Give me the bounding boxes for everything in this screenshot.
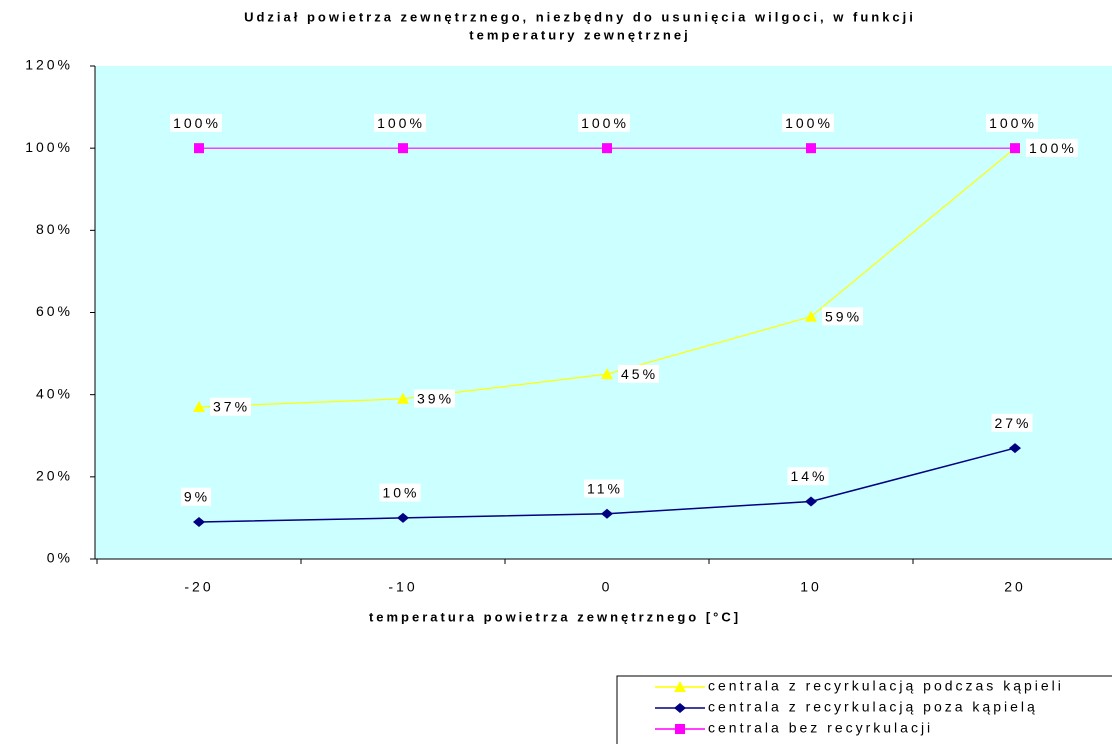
data-point	[601, 368, 613, 380]
data-label: 9%	[184, 489, 210, 505]
legend-marker	[675, 724, 685, 734]
x-tick-label: -20	[184, 579, 213, 595]
data-point	[601, 508, 613, 519]
legend-label: centrala bez recyrkulacji	[708, 720, 933, 736]
data-point	[805, 496, 817, 507]
data-label-bg	[374, 113, 426, 132]
data-point	[805, 310, 817, 322]
data-label-bg	[210, 397, 252, 416]
legend-marker	[674, 681, 686, 692]
y-tick-label: 80%	[36, 221, 73, 237]
x-axis-label: temperatura powietrza zewnętrznego [°C]	[369, 609, 741, 624]
data-label: 100%	[377, 115, 425, 131]
data-label: 11%	[587, 481, 623, 497]
data-label-bg	[414, 389, 456, 408]
legend-label: centrala z recyrkulacją podczas kąpieli	[708, 678, 1064, 694]
x-tick-label: 20	[1004, 579, 1026, 595]
x-tick-label: 0	[602, 579, 613, 595]
data-label: 100%	[1029, 140, 1077, 156]
data-label-bg	[1026, 138, 1078, 157]
data-label-bg	[618, 364, 660, 383]
data-label-bg	[991, 413, 1033, 432]
data-label-bg	[822, 307, 864, 326]
chart-title: Udział powietrza zewnętrznego, niezbędny…	[244, 9, 916, 24]
data-point	[194, 143, 204, 154]
data-point	[806, 143, 816, 154]
data-label-bg	[584, 479, 624, 498]
data-label: 39%	[417, 390, 454, 406]
x-tick-label: -10	[388, 579, 417, 595]
y-tick-label: 100%	[25, 139, 73, 155]
data-point	[1010, 143, 1020, 154]
data-point	[1009, 443, 1021, 454]
data-label-bg	[578, 113, 630, 132]
x-tick-label: 10	[800, 579, 822, 595]
legend-label: centrala z recyrkulacją poza kąpielą	[708, 699, 1038, 715]
data-label-bg	[787, 467, 829, 486]
data-label: 100%	[989, 115, 1037, 131]
y-tick-label: 120%	[25, 57, 73, 73]
data-label-bg	[986, 113, 1038, 132]
data-point	[397, 512, 409, 523]
data-label: 27%	[994, 415, 1031, 431]
data-label: 45%	[621, 366, 658, 382]
y-tick-label: 40%	[36, 385, 73, 401]
data-label: 37%	[213, 399, 250, 415]
data-label-bg	[170, 113, 222, 132]
data-point	[193, 400, 205, 412]
data-label: 100%	[785, 115, 833, 131]
data-point	[193, 517, 205, 528]
data-label-bg	[180, 487, 212, 506]
data-label: 100%	[173, 115, 221, 131]
data-label-bg	[379, 483, 421, 502]
data-label-bg	[782, 113, 834, 132]
data-point	[602, 143, 612, 154]
data-label: 10%	[382, 485, 419, 501]
legend-marker	[674, 703, 686, 713]
y-tick-label: 60%	[36, 303, 73, 319]
data-point	[397, 392, 409, 404]
chart-title: temperatury zewnętrznej	[469, 27, 690, 42]
y-tick-label: 0%	[47, 550, 73, 566]
data-label: 100%	[581, 115, 629, 131]
data-label: 14%	[790, 468, 827, 484]
y-tick-label: 20%	[36, 468, 73, 484]
data-label: 59%	[825, 308, 862, 324]
data-point	[398, 143, 408, 154]
